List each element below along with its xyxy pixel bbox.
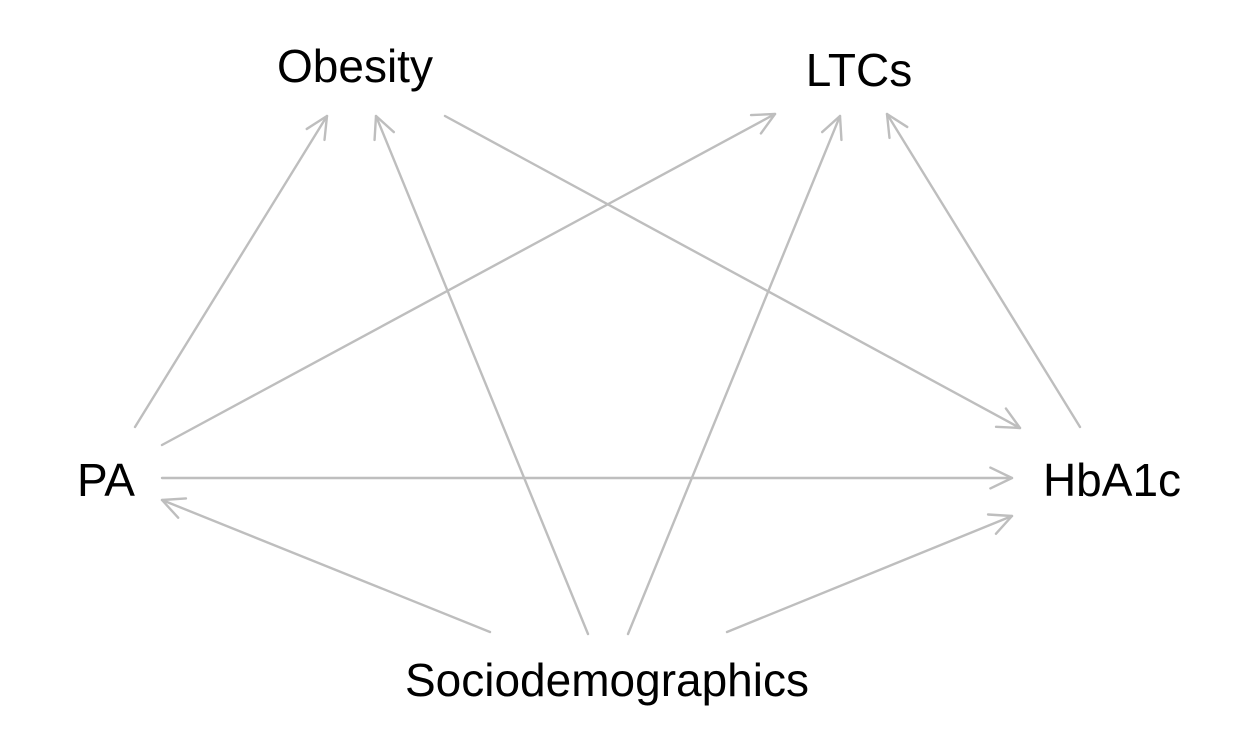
node-pa: PA — [77, 454, 135, 506]
arrowhead-sociodemographics-to-obesity — [373, 114, 396, 142]
node-ltcs: LTCs — [806, 44, 913, 96]
arrowhead-sociodemographics-to-hba1c — [986, 513, 1014, 535]
arrowhead-pa-to-ltcs — [749, 112, 777, 135]
edge-sociodemographics-to-hba1c — [725, 514, 1014, 634]
arrowhead-sociodemographics-to-pa — [160, 497, 188, 519]
node-sociodemographics: Sociodemographics — [405, 654, 809, 706]
edge-layer — [133, 112, 1082, 636]
node-layer: Obesity LTCs PA HbA1c Sociodemographics — [77, 40, 1181, 706]
edge-sociodemographics-to-pa — [160, 498, 492, 634]
edge-hba1c-to-ltcs — [885, 112, 1082, 429]
arrowhead-hba1c-to-ltcs — [885, 112, 909, 140]
arrowhead-pa-to-obesity — [305, 114, 329, 142]
arrowhead-pa-to-hba1c — [989, 466, 1014, 490]
edge-pa-to-obesity — [133, 114, 329, 429]
edge-obesity-to-hba1c — [443, 114, 1022, 430]
edge-sociodemographics-to-ltcs — [626, 114, 842, 636]
arrowhead-obesity-to-hba1c — [994, 407, 1022, 430]
edge-sociodemographics-to-obesity — [374, 114, 590, 636]
edge-pa-to-ltcs — [160, 112, 777, 447]
arrowhead-sociodemographics-to-ltcs — [820, 114, 843, 142]
node-obesity: Obesity — [277, 40, 433, 92]
node-hba1c: HbA1c — [1043, 454, 1181, 506]
